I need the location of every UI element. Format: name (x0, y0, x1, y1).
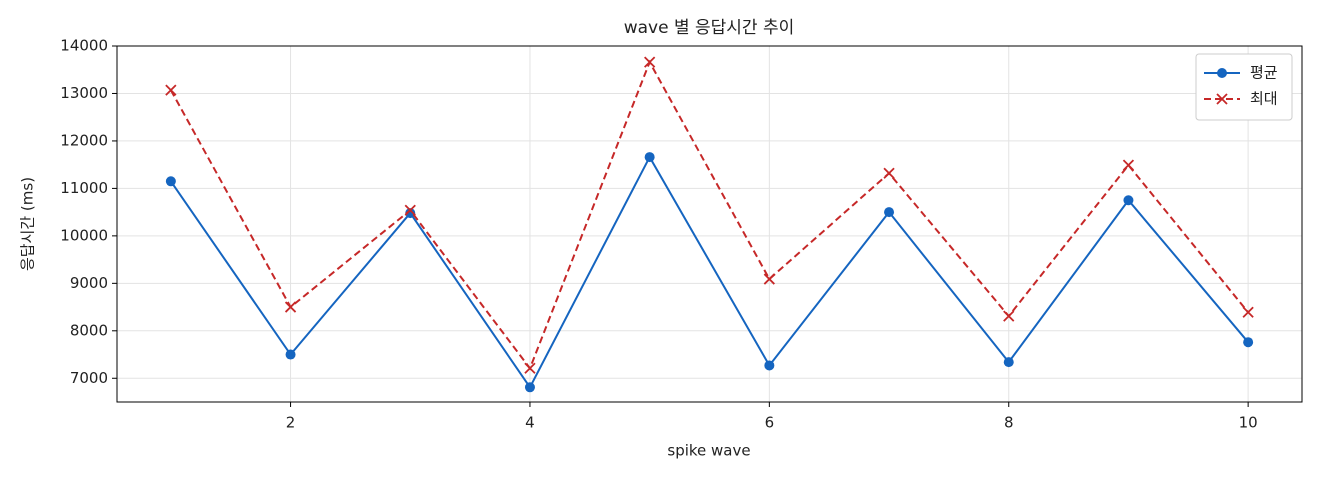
legend-marker (1217, 68, 1227, 78)
x-tick-label: 8 (1004, 414, 1014, 432)
y-tick-label: 13000 (60, 84, 108, 102)
data-point (1122, 159, 1135, 171)
data-point (1003, 310, 1015, 322)
data-point (284, 301, 297, 313)
x-tick-label: 2 (286, 414, 296, 432)
data-point (524, 382, 535, 393)
data-point (644, 56, 656, 68)
x-tick-label: 4 (525, 414, 535, 432)
y-axis-label: 응답시간 (ms) (19, 177, 37, 271)
legend-label: 평균 (1250, 64, 1278, 82)
y-tick-label: 8000 (70, 321, 108, 339)
y-tick-label: 7000 (70, 369, 108, 387)
data-point (404, 204, 416, 216)
y-tick-label: 11000 (60, 179, 108, 197)
data-point (1243, 337, 1254, 348)
data-point (1242, 306, 1254, 318)
y-tick-label: 14000 (60, 37, 108, 55)
data-point (524, 362, 536, 374)
data-point (884, 207, 895, 218)
x-tick-label: 6 (765, 414, 775, 432)
series-line (169, 59, 1249, 371)
data-point (405, 208, 416, 219)
y-tick-label: 10000 (60, 226, 108, 244)
plot-frame (116, 45, 1303, 403)
data-point (1123, 195, 1134, 206)
legend-marker (1216, 93, 1228, 105)
series-line (170, 154, 1249, 390)
data-point (644, 152, 655, 163)
y-tick-label: 12000 (60, 131, 108, 149)
legend-label: 최대 (1250, 90, 1278, 108)
x-axis-label: spike wave (667, 442, 750, 460)
x-tick-label: 10 (1239, 414, 1258, 432)
data-point (1003, 357, 1014, 368)
data-point (764, 360, 775, 371)
y-tick-label: 9000 (70, 274, 108, 292)
chart-title: wave 별 응답시간 추이 (624, 18, 795, 38)
data-point (285, 349, 296, 360)
data-point (165, 84, 177, 96)
data-point (883, 167, 895, 179)
data-point (763, 273, 775, 285)
data-point (165, 176, 176, 187)
